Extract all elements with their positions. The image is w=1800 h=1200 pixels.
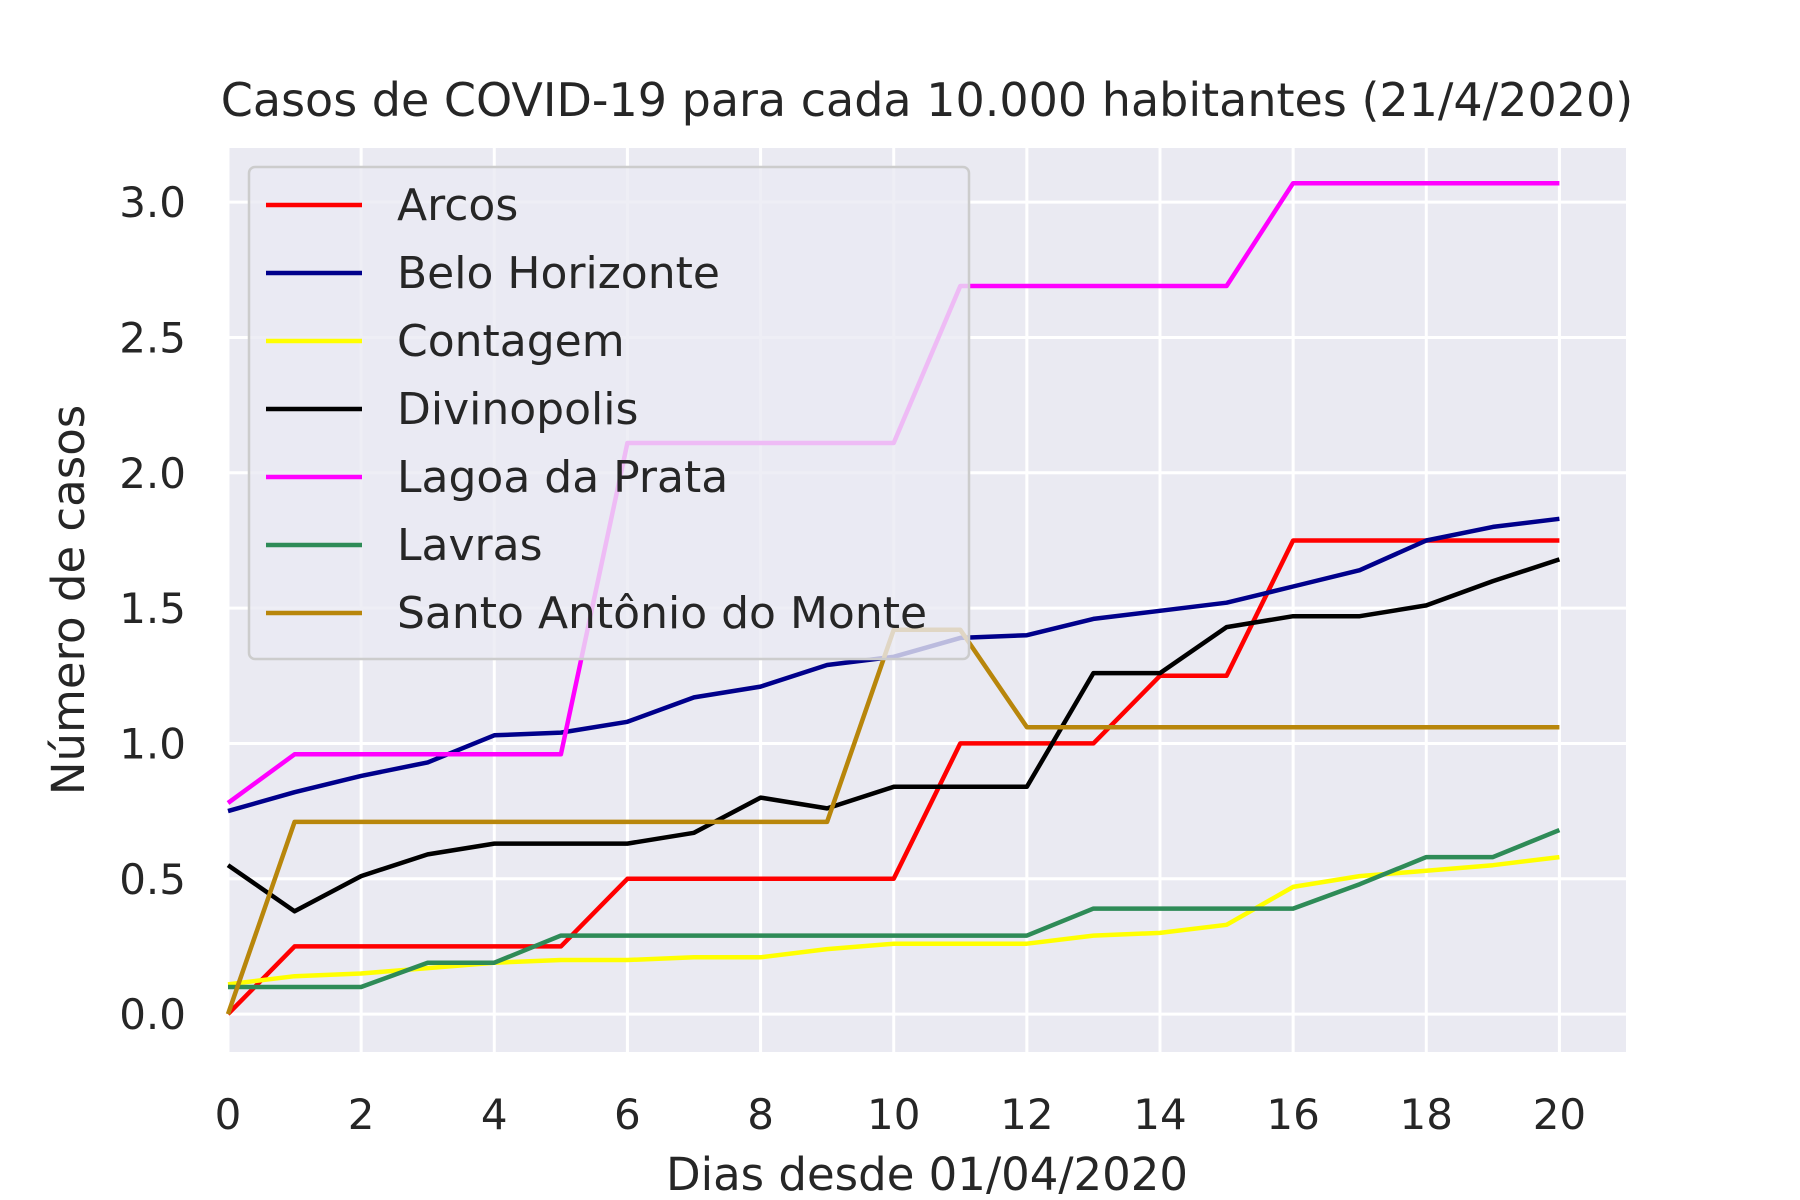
legend-label-contagem: Contagem bbox=[397, 316, 625, 367]
x-tick-label: 8 bbox=[747, 1090, 774, 1139]
legend-box bbox=[247, 165, 971, 661]
y-tick-label: 0.5 bbox=[119, 855, 186, 904]
legend: Arcos Belo Horizonte Contagem Divinopolis La… bbox=[247, 165, 971, 661]
y-tick-labels: 0.0 0.5 1.0 1.5 2.0 2.5 3.0 bbox=[119, 178, 186, 1039]
x-tick-label: 10 bbox=[867, 1090, 920, 1139]
y-tick-label: 2.0 bbox=[119, 449, 186, 498]
series-line-contagem bbox=[227, 854, 1560, 987]
series-line-lavras bbox=[228, 828, 1561, 990]
x-tick-label: 16 bbox=[1266, 1090, 1319, 1139]
x-tick-label: 14 bbox=[1133, 1090, 1186, 1139]
series-line-divinopolis bbox=[226, 557, 1561, 914]
legend-label-belo-horizonte: Belo Horizonte bbox=[397, 248, 720, 299]
y-tick-label: 2.5 bbox=[119, 313, 186, 362]
legend-label-lavras: Lavras bbox=[397, 520, 543, 571]
x-tick-label: 20 bbox=[1533, 1090, 1586, 1139]
y-axis-label: Número de casos bbox=[42, 405, 95, 795]
x-tick-label: 18 bbox=[1400, 1090, 1453, 1139]
y-tick-label: 0.0 bbox=[119, 990, 186, 1039]
x-tick-label: 6 bbox=[614, 1090, 641, 1139]
x-axis-label: Dias desde 01/04/2020 bbox=[666, 1148, 1188, 1200]
chart-title: Casos de COVID-19 para cada 10.000 habit… bbox=[221, 73, 1633, 127]
y-tick-label: 1.5 bbox=[119, 584, 186, 633]
x-tick-label: 2 bbox=[348, 1090, 375, 1139]
legend-label-santo-antonio-do-monte: Santo Antônio do Monte bbox=[397, 588, 927, 639]
series-lines bbox=[225, 180, 1561, 1016]
legend-label-arcos: Arcos bbox=[397, 180, 518, 231]
y-tick-label: 3.0 bbox=[119, 178, 186, 227]
x-tick-labels: 0 2 4 6 8 10 12 14 16 18 20 bbox=[215, 1090, 1587, 1139]
y-tick-label: 1.0 bbox=[119, 719, 186, 768]
legend-label-lagoa-da-prata: Lagoa da Prata bbox=[397, 452, 728, 503]
series-line-arcos bbox=[226, 538, 1560, 1016]
x-tick-label: 12 bbox=[1000, 1090, 1053, 1139]
legend-label-divinopolis: Divinopolis bbox=[397, 384, 638, 435]
x-tick-label: 4 bbox=[481, 1090, 508, 1139]
x-tick-label: 0 bbox=[215, 1090, 242, 1139]
